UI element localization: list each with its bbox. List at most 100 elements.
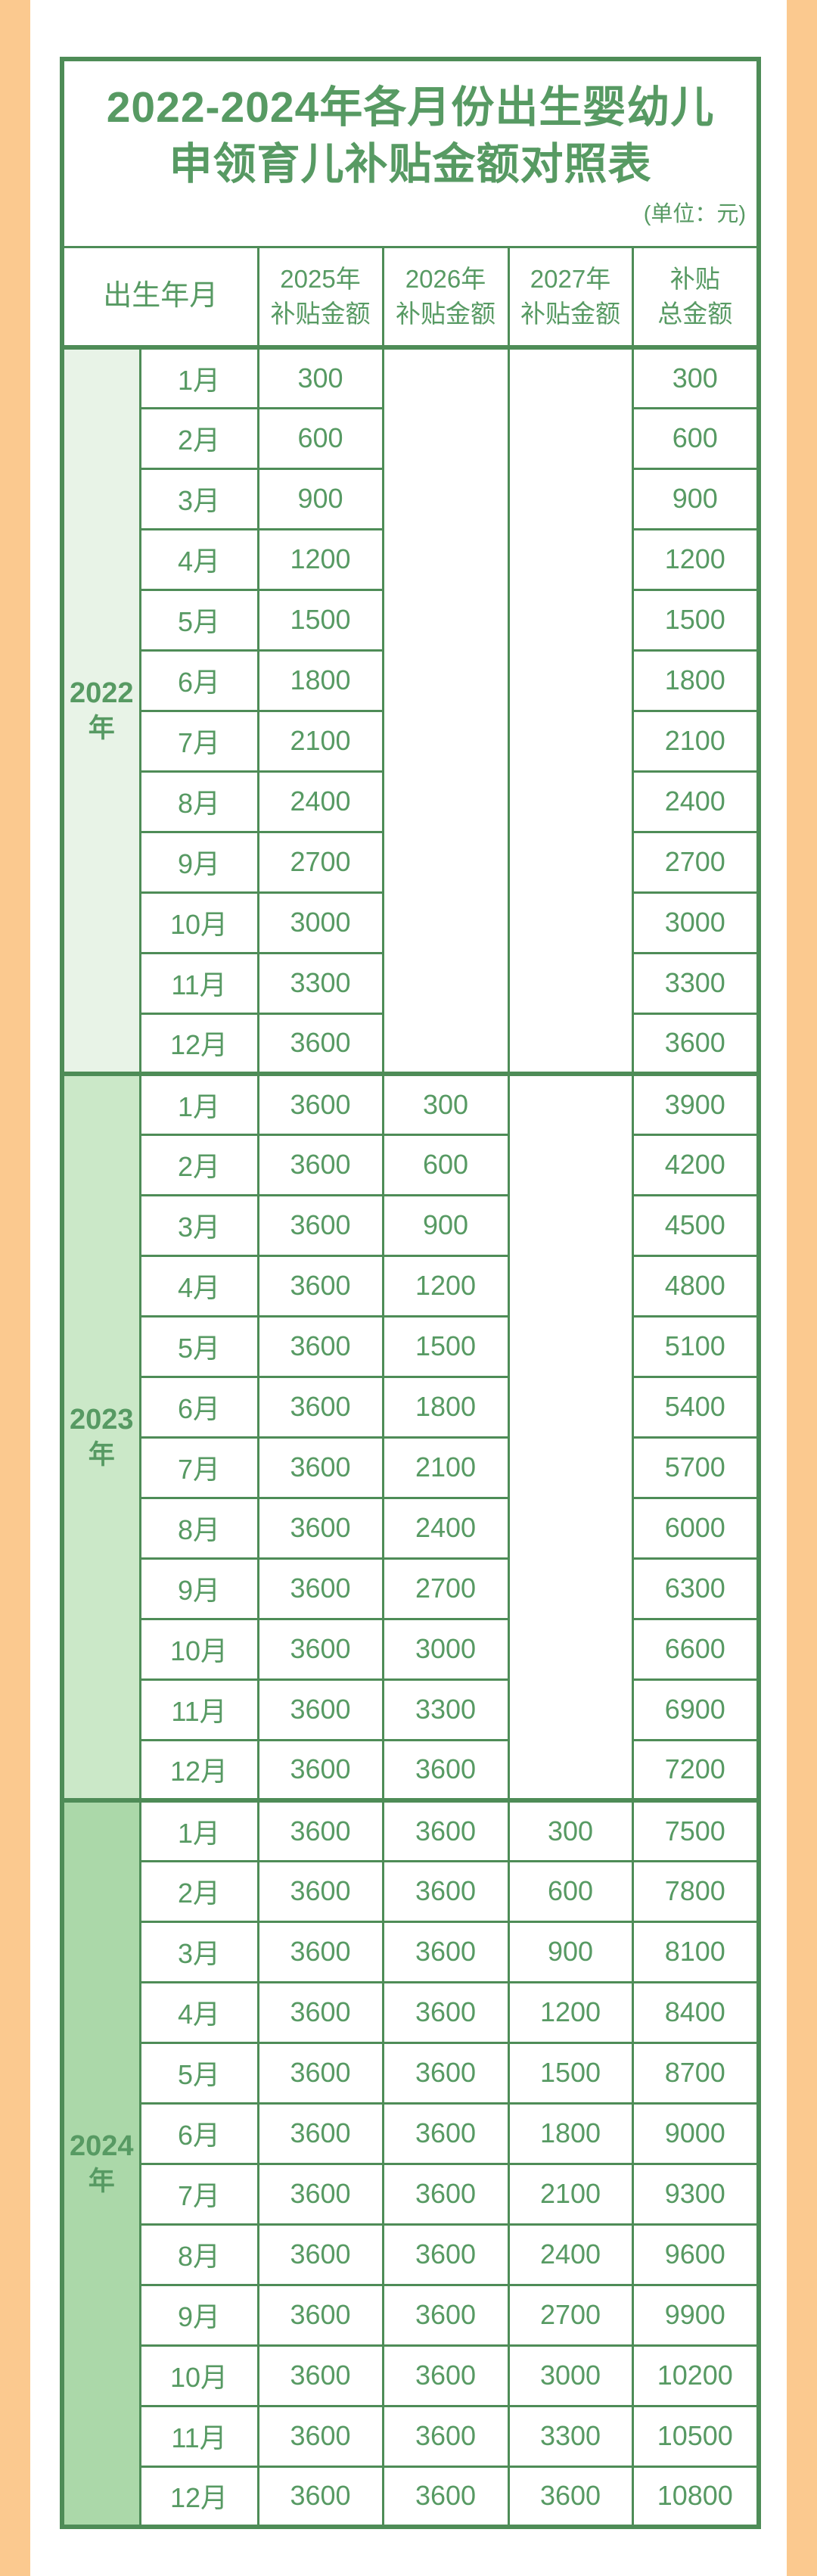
total-amount-cell: 3900 xyxy=(631,1072,760,1136)
total-amount-cell: 3300 xyxy=(631,951,760,1015)
year-cell-2023: 2023 年 xyxy=(61,1072,141,1802)
total-amount-cell: 4500 xyxy=(631,1193,760,1257)
month-cell: 9月 xyxy=(138,2283,259,2347)
month-cell: 3月 xyxy=(138,1193,259,1257)
y2025-amount-cell: 3600 xyxy=(256,1375,384,1439)
month-cell: 7月 xyxy=(138,1436,259,1499)
total-amount-cell: 1500 xyxy=(631,588,760,652)
y2027-amount-cell: 3300 xyxy=(507,2404,634,2468)
month-cell: 9月 xyxy=(138,1557,259,1620)
total-amount-cell: 7800 xyxy=(631,1859,760,1923)
month-cell: 5月 xyxy=(138,2041,259,2105)
y2027-amount-cell: 3000 xyxy=(507,2344,634,2407)
y2025-amount-cell: 300 xyxy=(256,345,384,409)
table-row: 2024 年 1月 3600 3600 300 7500 xyxy=(61,1798,760,2528)
y2027-amount-cell: 1800 xyxy=(507,2102,634,2165)
total-amount-cell: 300 xyxy=(631,345,760,409)
y2025-amount-cell: 3600 xyxy=(256,2344,384,2407)
right-frame-band xyxy=(787,0,817,2576)
y2026-amount-cell: 3300 xyxy=(381,1678,510,1741)
table-row: 12月 3600 3600 xyxy=(62,1012,760,1075)
table-row: 3月 900 900 xyxy=(62,467,760,530)
total-amount-cell: 2700 xyxy=(631,830,760,894)
table-row: 2月 3600 600 4200 xyxy=(62,1133,760,1196)
y2025-amount-cell: 3600 xyxy=(256,1738,384,1802)
month-cell: 6月 xyxy=(138,2102,259,2165)
y2026-amount-cell: 3000 xyxy=(381,1617,510,1681)
table-row: 2022 年 1月 300 300 xyxy=(61,345,760,1075)
header-birth-label: 出生年月 xyxy=(103,280,219,313)
y2027-amount-cell: 1200 xyxy=(507,1980,634,2044)
y2026-amount-cell: 1500 xyxy=(381,1314,510,1378)
y2025-amount-cell: 3600 xyxy=(256,2283,384,2347)
table-row: 10月 3600 3600 3000 10200 xyxy=(62,2344,760,2407)
y2027-amount-cell: 900 xyxy=(507,1920,634,1983)
total-amount-cell: 3600 xyxy=(631,1012,760,1075)
table-row: 11月 3600 3300 6900 xyxy=(62,1678,760,1741)
table-row: 6月 3600 3600 1800 9000 xyxy=(62,2102,760,2165)
y2025-amount-cell: 3600 xyxy=(256,1920,384,1983)
month-cell: 8月 xyxy=(138,1496,259,1560)
table-row: 3月 3600 900 4500 xyxy=(62,1193,760,1257)
y2026-amount-cell: 3600 xyxy=(381,1920,510,1983)
total-amount-cell: 1800 xyxy=(631,649,760,712)
month-cell: 11月 xyxy=(138,2404,259,2468)
total-amount-cell: 7200 xyxy=(631,1738,760,1802)
y2025-amount-cell: 1200 xyxy=(256,527,384,591)
y2027-amount-cell: 2100 xyxy=(507,2162,634,2226)
total-amount-cell: 6900 xyxy=(631,1678,760,1741)
table-row: 2023 年 1月 3600 300 3900 xyxy=(61,1072,760,1802)
total-amount-cell: 9300 xyxy=(631,2162,760,2226)
header-2025-subsidy: 2025年 补贴金额 xyxy=(256,246,384,349)
table-row: 4月 3600 3600 1200 8400 xyxy=(62,1980,760,2044)
total-amount-cell: 9900 xyxy=(631,2283,760,2347)
y2026-amount-cell: 3600 xyxy=(381,1738,510,1802)
month-cell: 5月 xyxy=(138,588,259,652)
month-cell: 1月 xyxy=(138,345,259,409)
y2026-amount-cell: 2700 xyxy=(381,1557,510,1620)
month-cell: 4月 xyxy=(138,1980,259,2044)
y2026-amount-cell: 2400 xyxy=(381,1496,510,1560)
empty-y2027-cell xyxy=(507,1072,634,1802)
y2025-amount-cell: 3600 xyxy=(256,1012,384,1075)
y2026-amount-cell: 3600 xyxy=(381,2041,510,2105)
y2025-amount-cell: 3000 xyxy=(256,891,384,954)
table-row: 8月 2400 2400 xyxy=(62,770,760,833)
month-cell: 10月 xyxy=(138,891,259,954)
header-birth-year-month: 出生年月 xyxy=(61,246,259,349)
month-cell: 3月 xyxy=(138,467,259,530)
month-cell: 8月 xyxy=(138,2223,259,2286)
y2026-amount-cell: 3600 xyxy=(381,2223,510,2286)
table-row: 6月 3600 1800 5400 xyxy=(62,1375,760,1439)
total-amount-cell: 900 xyxy=(631,467,760,530)
total-amount-cell: 9000 xyxy=(631,2102,760,2165)
total-amount-cell: 8400 xyxy=(631,1980,760,2044)
table-row: 10月 3000 3000 xyxy=(62,891,760,954)
total-amount-cell: 8100 xyxy=(631,1920,760,1983)
y2027-amount-cell: 2400 xyxy=(507,2223,634,2286)
total-amount-cell: 2100 xyxy=(631,709,760,773)
table-row: 9月 2700 2700 xyxy=(62,830,760,894)
header-2027-line1: 2027年 xyxy=(530,264,611,293)
month-cell: 11月 xyxy=(138,951,259,1015)
header-2026-line2: 补贴金额 xyxy=(396,300,495,328)
y2027-amount-cell: 300 xyxy=(507,1798,634,1862)
table-row: 5月 3600 3600 1500 8700 xyxy=(62,2041,760,2105)
header-2027-subsidy: 2027年 补贴金额 xyxy=(507,246,634,349)
y2025-amount-cell: 3600 xyxy=(256,1678,384,1741)
month-cell: 4月 xyxy=(138,1254,259,1318)
table-row: 12月 3600 3600 3600 10800 xyxy=(62,2465,760,2528)
total-amount-cell: 5100 xyxy=(631,1314,760,1378)
month-cell: 1月 xyxy=(138,1798,259,1862)
y2026-amount-cell: 1800 xyxy=(381,1375,510,1439)
title-row: 2022-2024年各月份出生婴幼儿 申领育儿补贴金额对照表 (单位：元) xyxy=(61,58,760,248)
header-2026-subsidy: 2026年 补贴金额 xyxy=(381,246,510,349)
y2025-amount-cell: 3600 xyxy=(256,1193,384,1257)
total-amount-cell: 10200 xyxy=(631,2344,760,2407)
y2026-amount-cell: 900 xyxy=(381,1193,510,1257)
month-cell: 3月 xyxy=(138,1920,259,1983)
month-cell: 9月 xyxy=(138,830,259,894)
y2025-amount-cell: 2400 xyxy=(256,770,384,833)
y2025-amount-cell: 3600 xyxy=(256,1133,384,1196)
table-row: 9月 3600 2700 6300 xyxy=(62,1557,760,1620)
